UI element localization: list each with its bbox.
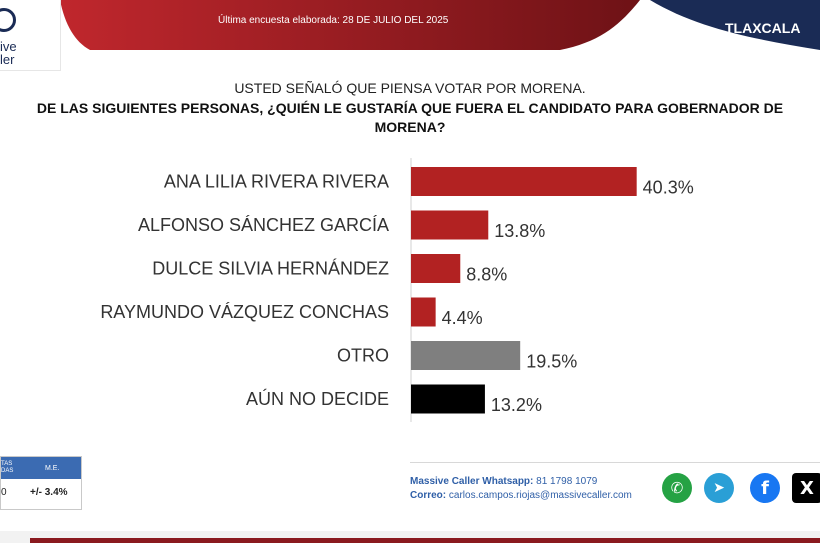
telegram-icon[interactable]: ➤ bbox=[704, 473, 734, 503]
sample-table: TAS DAS M.E. 0 +/- 3.4% bbox=[0, 456, 82, 510]
region-label: TLAXCALA bbox=[725, 20, 801, 36]
category-label: OTRO bbox=[337, 346, 389, 366]
bar bbox=[411, 254, 461, 283]
massive-caller-logo: ive ler bbox=[0, 0, 61, 71]
category-label: ANA LILIA RIVERA RIVERA bbox=[164, 172, 389, 192]
footer-divider bbox=[410, 462, 820, 463]
contact-info: Massive Caller Whatsapp: 81 1798 1079 Co… bbox=[410, 475, 632, 503]
header-banner bbox=[60, 0, 820, 50]
logo-text-2: ler bbox=[0, 52, 15, 67]
bar bbox=[411, 297, 436, 327]
survey-date: Última encuesta elaborada: 28 DE JULIO D… bbox=[218, 15, 449, 26]
sample-header-2: M.E. bbox=[45, 465, 60, 472]
data-label: 4.4% bbox=[442, 308, 483, 328]
sample-value-1: 0 bbox=[1, 487, 7, 498]
data-label: 13.2% bbox=[491, 395, 542, 415]
question-text: DE LAS SIGUIENTES PERSONAS, ¿QUIÉN LE GU… bbox=[0, 99, 820, 137]
whatsapp-label: Massive Caller Whatsapp: bbox=[410, 476, 534, 487]
bar bbox=[411, 341, 521, 370]
bar-chart: ANA LILIA RIVERA RIVERA 40.3% ALFONSO SÁNC… bbox=[100, 158, 694, 422]
data-label: 8.8% bbox=[466, 265, 507, 285]
category-label: RAYMUNDO VÁZQUEZ CONCHAS bbox=[100, 302, 389, 322]
logo-text-1: ive bbox=[0, 39, 17, 54]
email-label: Correo: bbox=[410, 490, 447, 501]
category-label: AÚN NO DECIDE bbox=[246, 388, 389, 409]
whatsapp-icon[interactable]: ✆ bbox=[662, 473, 692, 503]
category-label: DULCE SILVIA HERNÁNDEZ bbox=[152, 259, 389, 279]
whatsapp-number[interactable]: 81 1798 1079 bbox=[536, 476, 598, 487]
sample-header-1: TAS DAS bbox=[1, 461, 14, 474]
question-intro: USTED SEÑALÓ QUE PIENSA VOTAR POR MORENA… bbox=[234, 80, 586, 96]
bottom-red-bar bbox=[30, 538, 820, 543]
margin-of-error: +/- 3.4% bbox=[30, 487, 68, 498]
data-label: 40.3% bbox=[643, 178, 694, 198]
sample-table-header: TAS DAS M.E. bbox=[1, 457, 81, 479]
logo-mark-icon bbox=[0, 8, 16, 32]
category-label: ALFONSO SÁNCHEZ GARCÍA bbox=[138, 215, 389, 235]
bar bbox=[411, 210, 489, 240]
bar bbox=[411, 167, 637, 196]
question-text-body: DE LAS SIGUIENTES PERSONAS, ¿QUIÉN LE GU… bbox=[36, 100, 784, 135]
email-address[interactable]: carlos.campos.riojas@massivecaller.com bbox=[448, 490, 632, 501]
facebook-icon[interactable]: f bbox=[750, 473, 780, 503]
data-label: 13.8% bbox=[494, 221, 545, 241]
data-label: 19.5% bbox=[526, 352, 577, 372]
bar bbox=[411, 384, 485, 414]
x-icon[interactable]: X bbox=[792, 473, 820, 503]
